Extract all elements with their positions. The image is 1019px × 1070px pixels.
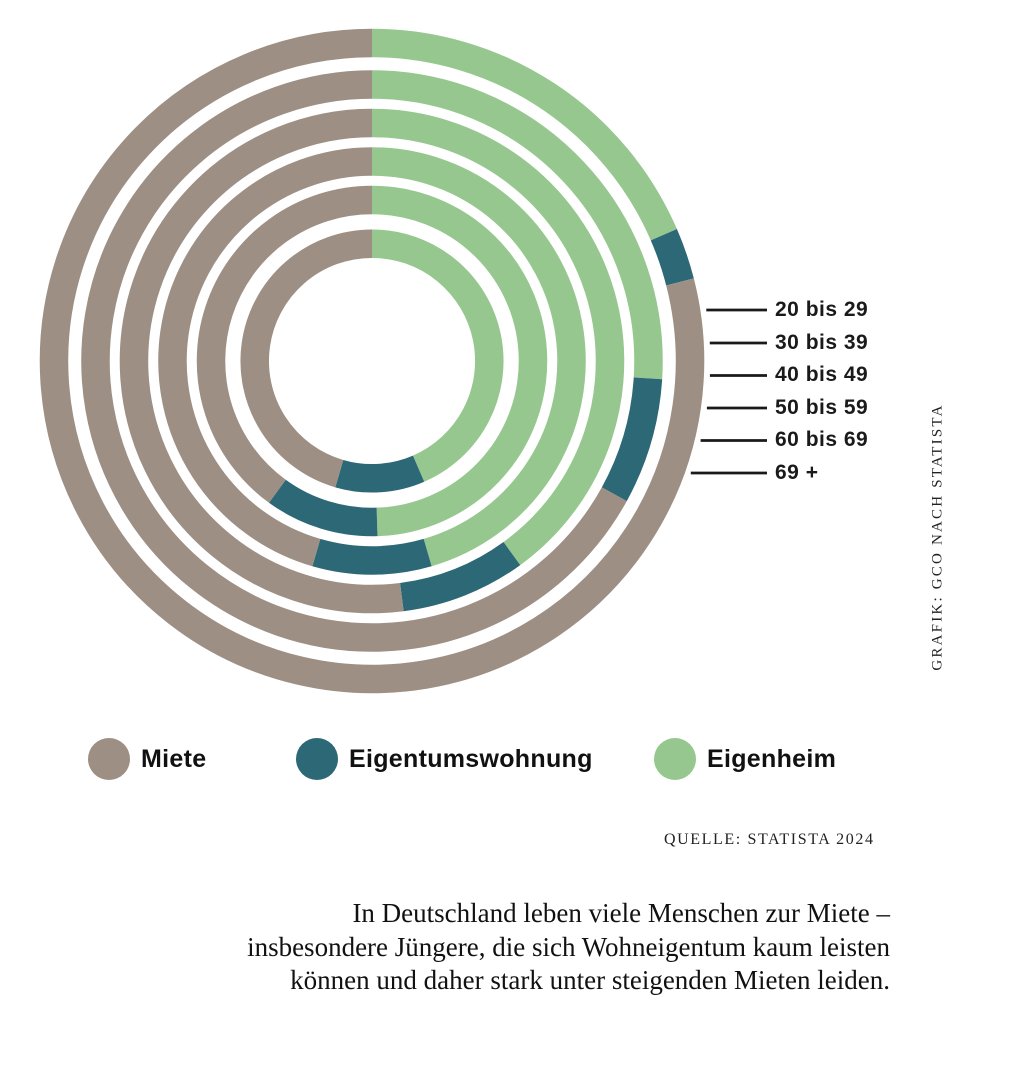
credit-note-vertical: GRAFIK: GCO NACH STATISTA xyxy=(929,403,946,671)
legend-swatch-eigenheim-icon xyxy=(654,738,696,780)
ring-20bis29-segment-eigentumswohnung xyxy=(650,229,694,286)
ring-60bis69-segment-eigentumswohnung xyxy=(268,479,378,537)
ring-40bis49-segment-eigentumswohnung xyxy=(399,541,521,612)
ring-40bis49-segment-eigenheim xyxy=(371,108,625,566)
ring-69+-segment-eigentumswohnung xyxy=(335,455,425,493)
ring-60bis69-segment-miete xyxy=(196,185,373,503)
ring-60bis69-segment-eigenheim xyxy=(371,185,548,537)
source-note: QUELLE: STATISTA 2024 xyxy=(664,831,875,848)
ring-30bis39-segment-eigentumswohnung xyxy=(601,377,663,502)
legend-swatch-eigentumswohnung-icon xyxy=(296,738,338,780)
ring-30bis39-segment-miete xyxy=(81,70,627,652)
caption-line-2: insbesondere Jüngere, die sich Wohneigen… xyxy=(247,931,890,962)
age-label-50-59: 50 bis 59 xyxy=(775,396,869,419)
age-label-30-39: 30 bis 39 xyxy=(775,331,869,354)
legend-label-eigentumswohnung: Eigentumswohnung xyxy=(349,744,593,773)
ring-20bis29-segment-miete xyxy=(39,28,705,694)
age-label-40-49: 40 bis 49 xyxy=(775,363,869,386)
ring-50bis59-segment-eigentumswohnung xyxy=(312,538,432,575)
age-label-69-plus: 69 + xyxy=(775,461,819,484)
legend-swatch-miete-icon xyxy=(88,738,130,780)
age-label-20-29: 20 bis 29 xyxy=(775,298,869,321)
legend: Miete Eigentumswohnung Eigenheim xyxy=(0,738,1019,780)
ring-30bis39-segment-eigenheim xyxy=(371,70,663,380)
ring-40bis49-segment-miete xyxy=(119,108,404,614)
ring-50bis59-segment-eigenheim xyxy=(371,147,586,567)
legend-item-miete: Miete xyxy=(88,738,206,780)
ring-50bis59-segment-miete xyxy=(158,147,373,567)
age-label-60-69: 60 bis 69 xyxy=(775,428,869,451)
legend-item-eigentumswohnung: Eigentumswohnung xyxy=(296,738,593,780)
legend-label-miete: Miete xyxy=(141,744,207,773)
caption-line-1: In Deutschland leben viele Menschen zur … xyxy=(352,898,890,928)
caption-line-3: können und daher stark unter steigenden … xyxy=(290,965,890,995)
ring-20bis29-segment-eigenheim xyxy=(371,28,677,241)
caption: In Deutschland leben viele Menschen zur … xyxy=(180,897,890,998)
legend-item-eigenheim: Eigenheim xyxy=(654,738,836,780)
legend-label-eigenheim: Eigenheim xyxy=(707,744,837,773)
ring-69+-segment-miete xyxy=(240,229,373,488)
ring-69+-segment-eigenheim xyxy=(371,229,504,482)
ring-donut-chart xyxy=(39,28,767,694)
